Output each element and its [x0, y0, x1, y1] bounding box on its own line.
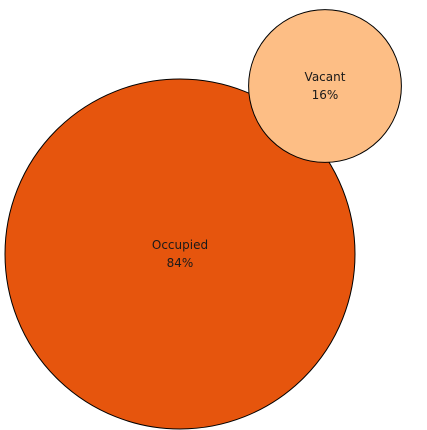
bubble-occupied: Occupied 84%: [4, 78, 356, 430]
bubble-vacant: Vacant 16%: [248, 9, 402, 163]
bubble-value-label-occupied: 84%: [167, 256, 194, 270]
bubble-circle-vacant: [248, 9, 402, 163]
bubble-value-label-vacant: 16%: [312, 88, 339, 102]
bubble-category-label-vacant: Vacant: [305, 70, 346, 84]
bubble-circle-occupied: [4, 78, 356, 430]
bubble-category-label-occupied: Occupied: [152, 238, 208, 252]
